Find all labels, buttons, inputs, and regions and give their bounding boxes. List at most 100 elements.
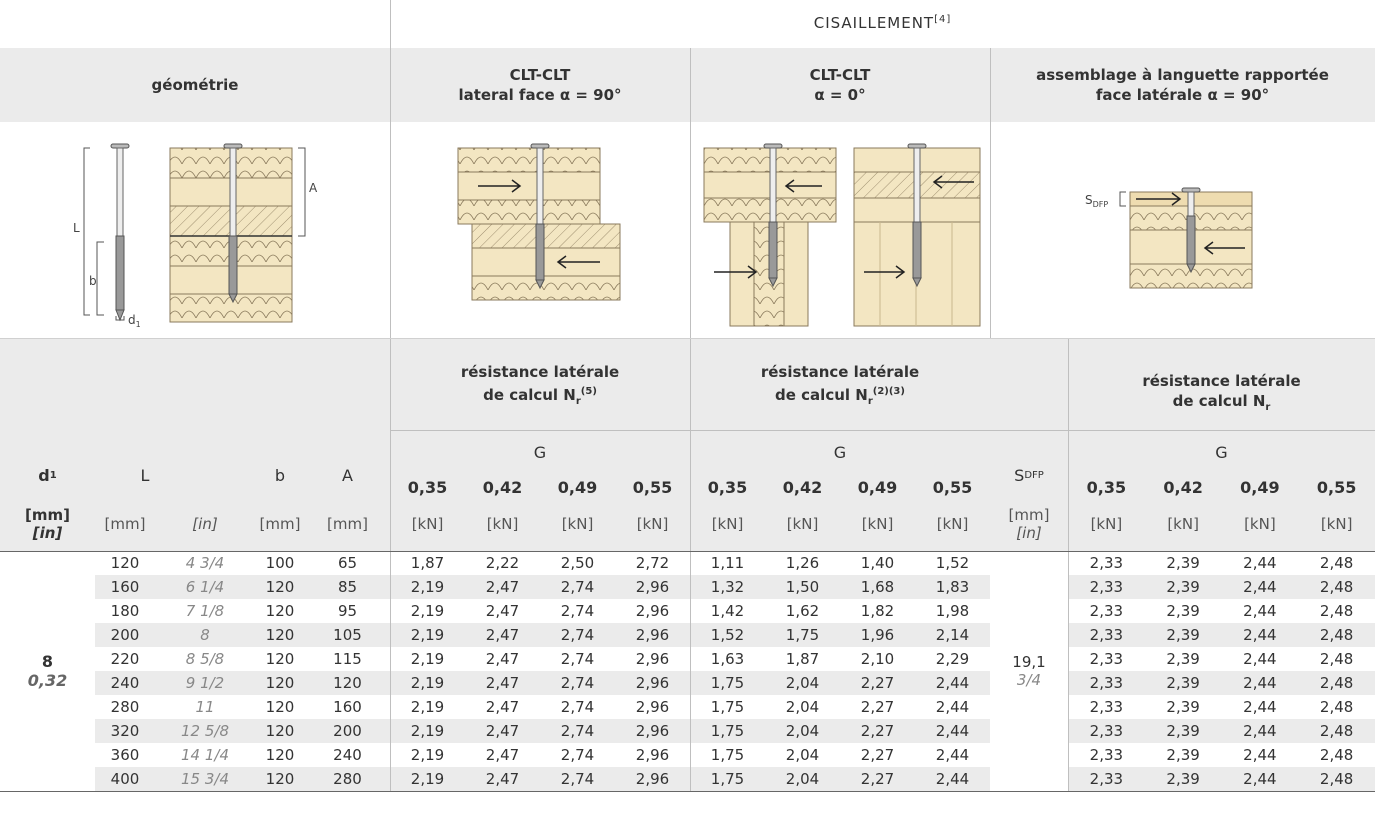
cell-v2: 1,75 [785, 626, 820, 644]
unit-kN: [kN] [1244, 515, 1276, 533]
cell-A: 85 [337, 578, 358, 596]
g-value: 0,49 [857, 477, 898, 497]
table-row: 180 7 1/8 120 95 2,19 2,47 2,74 2,96 1,42 1,62 1,8… [0, 599, 1375, 623]
cell-v3: 2,33 [1089, 674, 1124, 692]
g-value: 0,35 [1086, 477, 1127, 497]
unit-kN: [kN] [711, 515, 744, 533]
cell-v2: 2,14 [935, 626, 970, 644]
cell-v1: 2,19 [410, 770, 445, 788]
cell-L: 180 [110, 602, 140, 620]
cell-b: 100 [265, 554, 295, 572]
cell-v1: 2,96 [635, 746, 670, 764]
cell-v1: 2,96 [635, 674, 670, 692]
cell-v3: 2,39 [1166, 770, 1200, 788]
col-header-b: b [274, 465, 286, 485]
cell-v1: 2,74 [560, 770, 595, 788]
cell-A: 65 [337, 554, 358, 572]
unit-L-mm: [mm] [104, 515, 146, 533]
cell-A: 240 [333, 746, 362, 764]
cell-v3: 2,48 [1319, 650, 1354, 668]
cell-v2: 1,11 [710, 554, 745, 572]
sdfp-merged-cell: 19,1 3/4 [990, 551, 1068, 791]
divider [390, 0, 391, 791]
cell-A: 95 [337, 602, 358, 620]
cell-b: 120 [265, 770, 295, 788]
cell-v2: 2,44 [935, 746, 970, 764]
cell-v2: 1,63 [710, 650, 745, 668]
cell-v1: 2,19 [410, 698, 445, 716]
cell-v3: 2,33 [1089, 626, 1124, 644]
table-row: 320 12 5/8 120 200 2,19 2,47 2,74 2,96 1,75 2,04 2… [0, 719, 1375, 743]
cell-v2: 1,50 [785, 578, 820, 596]
cell-v2: 1,75 [710, 746, 745, 764]
clt-90-diagram [457, 143, 621, 301]
cell-v3: 2,33 [1089, 746, 1124, 764]
cell-b: 120 [265, 626, 295, 644]
g-value: 0,35 [707, 477, 748, 497]
cell-b: 120 [265, 650, 295, 668]
divider [1068, 338, 1069, 791]
cell-v2: 1,68 [860, 578, 895, 596]
cell-v1: 2,22 [485, 554, 520, 572]
divider [0, 338, 1375, 339]
drawing-clt-0 [690, 122, 990, 338]
cell-v1: 2,74 [560, 626, 595, 644]
cell-L: 280 [110, 698, 140, 716]
cell-v3: 2,44 [1243, 650, 1277, 668]
divider [690, 48, 691, 791]
cell-L: 240 [110, 674, 140, 692]
cell-v2: 1,83 [935, 578, 970, 596]
col-header-L: L [140, 465, 150, 485]
g-value: 0,35 [407, 477, 448, 497]
unit-kN: [kN] [411, 515, 444, 533]
drawing-geometry: L b d1 A [0, 122, 390, 338]
cell-L: 220 [110, 650, 140, 668]
cell-v3: 2,48 [1319, 722, 1354, 740]
table-row: 240 9 1/2 120 120 2,19 2,47 2,74 2,96 1,75 2,04 2,… [0, 671, 1375, 695]
cell-v1: 2,74 [560, 674, 595, 692]
cell-v2: 2,44 [935, 674, 970, 692]
header-group-3: résistance latérale de calcul Nr [1142, 371, 1301, 413]
cell-v2: 2,27 [860, 722, 895, 740]
unit-kN: [kN] [486, 515, 519, 533]
cell-v2: 2,27 [860, 746, 895, 764]
divider [990, 48, 991, 338]
cell-v3: 2,39 [1166, 674, 1200, 692]
g-value: 0,55 [1316, 477, 1357, 497]
cell-b: 120 [265, 578, 295, 596]
divider [0, 551, 1375, 552]
cell-Lin: 15 3/4 [181, 770, 229, 788]
unit-kN: [kN] [1090, 515, 1123, 533]
cell-v3: 2,39 [1166, 626, 1200, 644]
cell-v3: 2,48 [1319, 674, 1354, 692]
cell-v2: 2,04 [785, 770, 820, 788]
cell-v3: 2,39 [1166, 578, 1200, 596]
cell-v1: 2,96 [635, 578, 670, 596]
cell-v1: 2,47 [485, 626, 520, 644]
divider [390, 430, 1375, 431]
cell-v1: 2,47 [485, 770, 520, 788]
cell-v1: 2,96 [635, 626, 670, 644]
cell-b: 120 [265, 698, 295, 716]
cell-v1: 2,96 [635, 602, 670, 620]
cell-b: 120 [265, 602, 295, 620]
cell-v1: 2,74 [560, 722, 595, 740]
unit-kN: [kN] [861, 515, 894, 533]
cell-v3: 2,48 [1319, 698, 1354, 716]
cell-A: 160 [333, 698, 362, 716]
cell-v2: 2,44 [935, 722, 970, 740]
cell-v3: 2,44 [1243, 578, 1277, 596]
cell-v2: 2,27 [860, 770, 895, 788]
cell-v1: 2,47 [485, 746, 520, 764]
cell-v2: 1,75 [710, 722, 745, 740]
cell-v3: 2,39 [1166, 698, 1200, 716]
cell-A: 200 [333, 722, 362, 740]
cell-v1: 2,74 [560, 698, 595, 716]
cell-v3: 2,44 [1243, 746, 1277, 764]
cell-v3: 2,39 [1166, 746, 1200, 764]
cell-A: 105 [333, 626, 362, 644]
cell-v3: 2,33 [1089, 770, 1124, 788]
g-value: 0,49 [557, 477, 598, 497]
unit-b: [mm] [259, 515, 301, 533]
drawing-assemblage: SDFP [990, 122, 1375, 338]
